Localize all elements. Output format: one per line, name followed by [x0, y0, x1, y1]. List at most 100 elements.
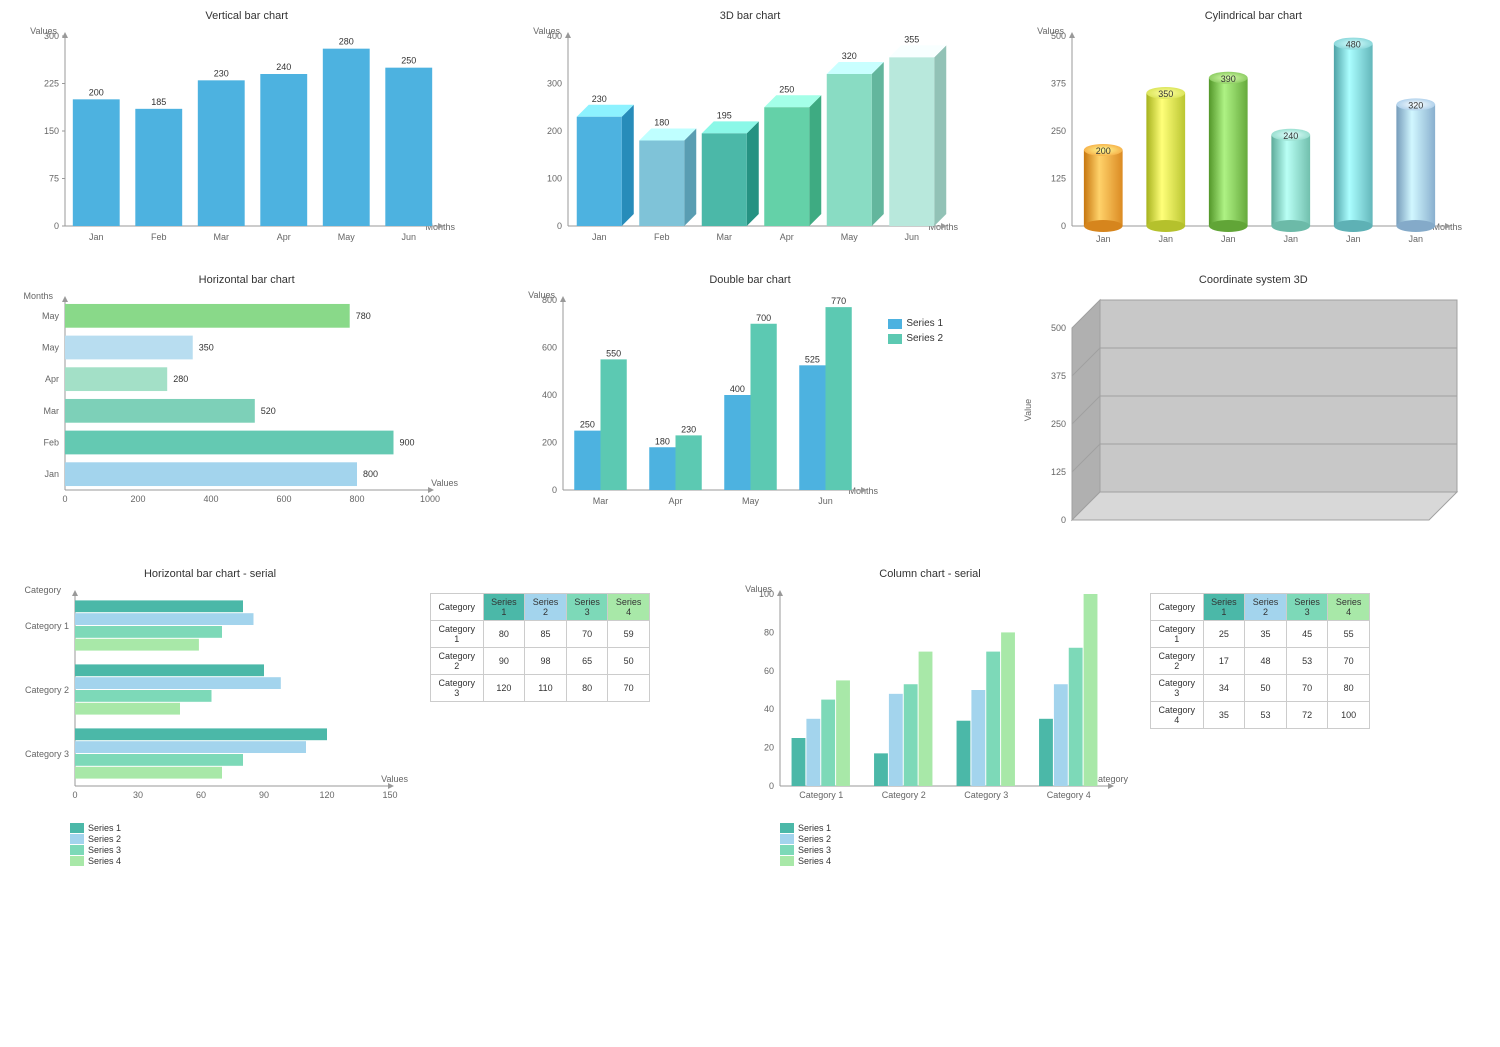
- svg-text:0: 0: [769, 781, 774, 791]
- svg-text:Jan: Jan: [1096, 234, 1111, 244]
- svg-text:225: 225: [44, 79, 59, 89]
- chart-title: 3D bar chart: [513, 10, 986, 22]
- svg-text:240: 240: [276, 62, 291, 72]
- svg-text:200: 200: [547, 126, 562, 136]
- svg-text:300: 300: [547, 79, 562, 89]
- svg-text:150: 150: [44, 126, 59, 136]
- svg-text:40: 40: [764, 704, 774, 714]
- horizontal-serial-legend: Series 1Series 2Series 3Series 4: [70, 823, 410, 866]
- svg-text:150: 150: [382, 790, 397, 800]
- svg-text:Mar: Mar: [717, 232, 733, 242]
- svg-text:Jun: Jun: [905, 232, 920, 242]
- svg-text:Months: Months: [23, 291, 53, 301]
- svg-text:1000: 1000: [420, 494, 440, 504]
- chart-title: Cylindrical bar chart: [1017, 10, 1490, 22]
- svg-text:Jan: Jan: [1283, 234, 1298, 244]
- svg-text:100: 100: [759, 589, 774, 599]
- svg-text:0: 0: [72, 790, 77, 800]
- svg-text:Jan: Jan: [1158, 234, 1173, 244]
- svg-text:May: May: [742, 496, 760, 506]
- svg-text:60: 60: [196, 790, 206, 800]
- svg-text:Apr: Apr: [669, 496, 683, 506]
- svg-text:Jun: Jun: [819, 496, 834, 506]
- svg-text:355: 355: [905, 34, 920, 44]
- svg-text:Jun: Jun: [401, 232, 416, 242]
- svg-text:200: 200: [542, 438, 557, 448]
- svg-text:Jan: Jan: [1221, 234, 1236, 244]
- svg-text:20: 20: [764, 743, 774, 753]
- svg-text:195: 195: [717, 110, 732, 120]
- svg-text:230: 230: [214, 68, 229, 78]
- svg-text:0: 0: [62, 494, 67, 504]
- svg-text:Jan: Jan: [44, 469, 59, 479]
- svg-text:Mar: Mar: [44, 406, 60, 416]
- svg-text:Value: Value: [1023, 399, 1033, 421]
- double-bar-legend: Series 1 Series 2: [888, 314, 943, 348]
- horizontal-serial-svg: CategoryValues0306090120150Category 1Cat…: [10, 584, 410, 814]
- svg-text:Category 4: Category 4: [1047, 790, 1091, 800]
- svg-text:Jan: Jan: [592, 232, 607, 242]
- svg-text:Mar: Mar: [593, 496, 609, 506]
- svg-text:Apr: Apr: [277, 232, 291, 242]
- svg-text:240: 240: [1283, 131, 1298, 141]
- horizontal-serial-section: Horizontal bar chart - serial CategoryVa…: [10, 568, 650, 867]
- horizontal-serial-table: CategorySeries 1Series 2Series 3Series 4…: [430, 593, 650, 702]
- svg-text:350: 350: [1158, 89, 1173, 99]
- svg-text:125: 125: [1051, 174, 1066, 184]
- svg-text:125: 125: [1051, 467, 1066, 477]
- coordinate-3d-chart: Coordinate system 3D 0125250375500Value: [1017, 274, 1490, 543]
- bar-3d-svg: ValuesMonths0100200300400230Jan180Feb195…: [513, 26, 963, 256]
- horizontal-bar-svg: MonthsValues02004006008001000780May350Ma…: [10, 290, 460, 520]
- svg-text:Feb: Feb: [151, 232, 167, 242]
- svg-text:800: 800: [363, 469, 378, 479]
- chart-title: Coordinate system 3D: [1017, 274, 1490, 286]
- svg-text:May: May: [841, 232, 859, 242]
- chart-title: Column chart - serial: [730, 568, 1130, 580]
- svg-text:Values: Values: [431, 478, 458, 488]
- horizontal-bar-chart: Horizontal bar chart MonthsValues0200400…: [10, 274, 483, 543]
- svg-text:80: 80: [764, 627, 774, 637]
- double-bar-chart: Double bar chart ValuesMonths02004006008…: [513, 274, 986, 543]
- svg-text:185: 185: [151, 97, 166, 107]
- svg-text:300: 300: [44, 31, 59, 41]
- svg-text:Apr: Apr: [780, 232, 794, 242]
- svg-text:480: 480: [1345, 40, 1360, 50]
- svg-text:Feb: Feb: [654, 232, 670, 242]
- svg-text:600: 600: [276, 494, 291, 504]
- svg-text:180: 180: [655, 118, 670, 128]
- svg-text:800: 800: [542, 295, 557, 305]
- svg-text:60: 60: [764, 666, 774, 676]
- cylindrical-svg: ValuesMonths0125250375500200Jan350Jan390…: [1017, 26, 1467, 256]
- chart-title: Horizontal bar chart: [10, 274, 483, 286]
- svg-text:800: 800: [349, 494, 364, 504]
- cylindrical-bar-chart: Cylindrical bar chart ValuesMonths012525…: [1017, 10, 1490, 259]
- svg-text:350: 350: [199, 343, 214, 353]
- svg-text:250: 250: [580, 420, 595, 430]
- svg-text:Jan: Jan: [89, 232, 104, 242]
- svg-text:75: 75: [49, 174, 59, 184]
- chart-title: Double bar chart: [513, 274, 986, 286]
- svg-text:0: 0: [1061, 221, 1066, 231]
- svg-text:400: 400: [542, 390, 557, 400]
- svg-text:520: 520: [261, 406, 276, 416]
- svg-text:Jan: Jan: [1408, 234, 1423, 244]
- svg-text:90: 90: [259, 790, 269, 800]
- svg-text:0: 0: [54, 221, 59, 231]
- svg-text:0: 0: [557, 221, 562, 231]
- double-bar-svg: ValuesMonths0200400600800250550Mar180230…: [513, 290, 883, 520]
- svg-text:Mar: Mar: [214, 232, 230, 242]
- svg-text:Category 3: Category 3: [25, 749, 69, 759]
- svg-text:320: 320: [1408, 100, 1423, 110]
- column-serial-section: Column chart - serial ValuesCategory0204…: [730, 568, 1370, 867]
- vertical-bar-svg: ValuesMonths075150225300200Jan185Feb230M…: [10, 26, 460, 256]
- svg-text:0: 0: [1061, 515, 1066, 525]
- svg-text:200: 200: [89, 87, 104, 97]
- svg-text:250: 250: [780, 84, 795, 94]
- chart-title: Vertical bar chart: [10, 10, 483, 22]
- svg-text:100: 100: [547, 174, 562, 184]
- svg-text:200: 200: [130, 494, 145, 504]
- svg-text:Category 3: Category 3: [964, 790, 1008, 800]
- svg-text:780: 780: [356, 311, 371, 321]
- svg-text:May: May: [42, 343, 60, 353]
- svg-text:180: 180: [655, 436, 670, 446]
